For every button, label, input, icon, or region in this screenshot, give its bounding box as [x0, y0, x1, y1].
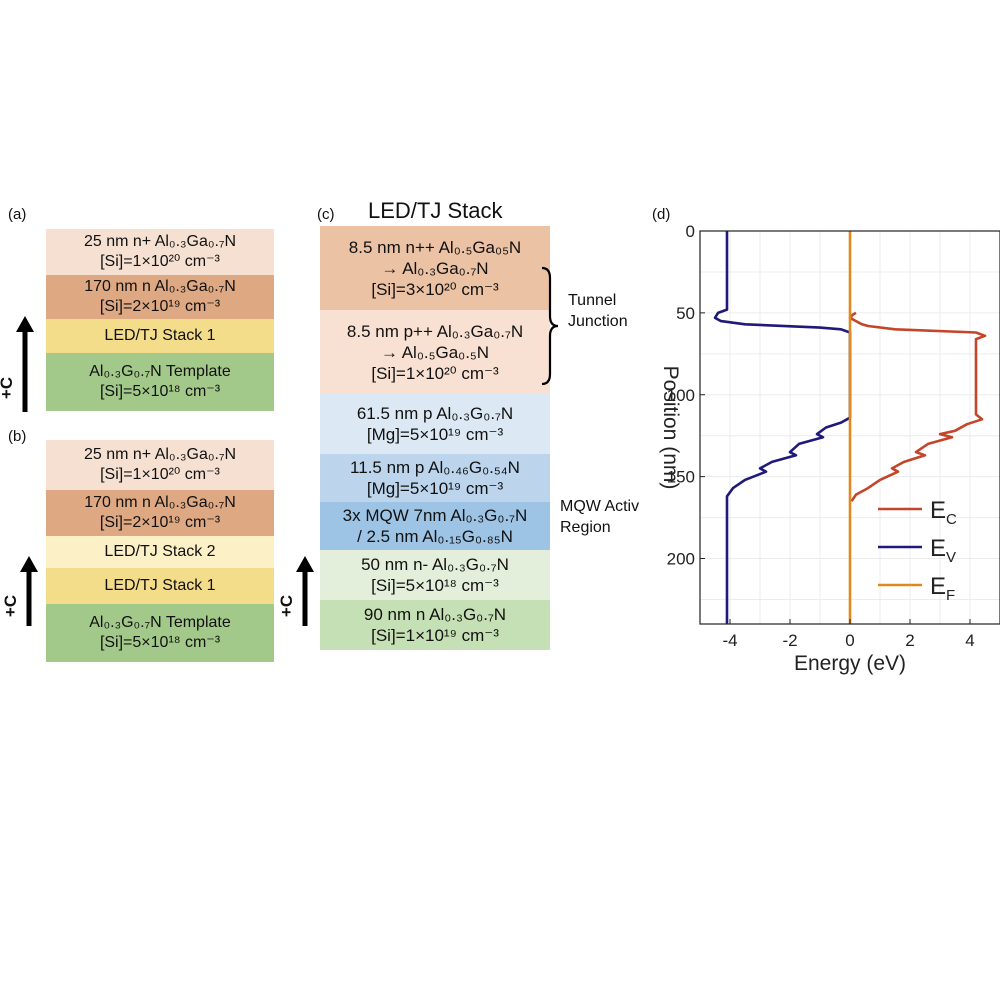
panel-a-growth-arrow	[16, 316, 34, 417]
layer-text-line2: [Mg]=5×10¹⁹ cm⁻³	[366, 479, 504, 498]
x-tick-label: -2	[782, 631, 797, 650]
x-tick-label: 2	[905, 631, 914, 650]
layer-text-line1: 50 nm n- Al₀.₃G₀.₇N	[361, 555, 509, 574]
panel-c-arrow-label: +C	[277, 594, 297, 618]
layer-text-line2: [Si]=1×10²⁰ cm⁻³	[100, 253, 220, 270]
panel-b-growth-arrow	[20, 556, 38, 631]
panel-a-arrow-label: +C	[0, 376, 17, 400]
layer-text-line2: / 2.5 nm Al₀.₁₅G₀.₈₅N	[357, 527, 513, 546]
layer-text-line1: 11.5 nm p Al₀.₄₆G₀.₅₄N	[350, 458, 520, 477]
panel-c-layer: 50 nm n- Al₀.₃G₀.₇N [Si]=5×10¹⁸ cm⁻³	[320, 550, 550, 600]
layer-text-line2: [Si]=5×10¹⁸ cm⁻³	[99, 634, 221, 651]
tunnel-label-line1: Tunnel	[568, 292, 617, 309]
y-tick-label: 50	[676, 304, 695, 323]
tunnel-junction-label: Tunnel Junction	[568, 290, 628, 332]
x-axis-label: Energy (eV)	[794, 652, 906, 675]
panel-c-growth-arrow	[296, 556, 314, 631]
panel-b-label: (b)	[8, 428, 27, 445]
layer-text-line1: LED/TJ Stack 2	[104, 543, 216, 560]
y-tick-label: 100	[667, 386, 695, 405]
layer-text-line2: [Si]=5×10¹⁸ cm⁻³	[99, 383, 221, 400]
mqw-region-label: MQW Activ Region	[560, 496, 639, 538]
legend-label: EV	[930, 535, 956, 566]
panel-c-layer: 61.5 nm p Al₀.₃G₀.₇N [Mg]=5×10¹⁹ cm⁻³	[320, 394, 550, 454]
x-tick-label: 4	[965, 631, 974, 650]
panel-a-layer: LED/TJ Stack 1	[46, 319, 274, 353]
layer-text-line1: 61.5 nm p Al₀.₃G₀.₇N	[356, 404, 514, 423]
panel-a-layer: 25 nm n+ Al₀.₃Ga₀.₇N [Si]=1×10²⁰ cm⁻³	[46, 229, 274, 275]
panel-b-layer: Al₀.₃G₀.₇N Template [Si]=5×10¹⁸ cm⁻³	[46, 604, 274, 662]
layer-text-line2: [Si]=5×10¹⁸ cm⁻³	[371, 576, 499, 595]
band-diagram-chart: -4 -2 0 2 4 0 50 100 150 200 Energy (eV) Position (…	[659, 222, 1000, 675]
layer-text-line1: 25 nm n+ Al₀.₃Ga₀.₇N	[83, 446, 237, 463]
panel-c-layer: 8.5 nm p++ Al₀.₃Ga₀.₇N → Al₀.₅Ga₀.₅N [Si]=…	[320, 310, 550, 394]
y-tick-label: 200	[667, 550, 695, 569]
panel-a-label: (a)	[8, 206, 27, 223]
mqw-label-line1: MQW Activ	[560, 498, 640, 515]
layer-text-line2: [Si]=1×10²⁰ cm⁻³	[100, 466, 220, 483]
panel-c-layer: 8.5 nm n++ Al₀.₅Ga₀₅N → Al₀.₃Ga₀.₇N [Si]=3…	[320, 226, 550, 310]
layer-text-line2: → Al₀.₅Ga₀.₅N	[380, 342, 490, 362]
panel-c-title: LED/TJ Stack	[368, 198, 503, 223]
series-line-V	[713, 231, 852, 624]
layer-text-line3: [Si]=1×10²⁰ cm⁻³	[371, 363, 499, 383]
layer-text-line1: 8.5 nm p++ Al₀.₃Ga₀.₇N	[346, 321, 524, 341]
panel-b-arrow-label: +C	[1, 594, 21, 618]
y-tick-label: 150	[667, 468, 695, 487]
y-axis-label: Position (nm)	[659, 366, 682, 490]
panel-c-layer: 11.5 nm p Al₀.₄₆G₀.₅₄N [Mg]=5×10¹⁹ cm⁻³	[320, 454, 550, 502]
series-line-C	[848, 311, 987, 502]
panel-c-label: (c)	[317, 206, 335, 223]
layer-text-line1: 170 nm n Al₀.₃Ga₀.₇N	[84, 278, 236, 295]
layer-text-line2: [Si]=1×10¹⁹ cm⁻³	[371, 626, 499, 645]
mqw-label-line2: Region	[560, 519, 611, 536]
panel-a-layer: 170 nm n Al₀.₃Ga₀.₇N [Si]=2×10¹⁹ cm⁻³	[46, 275, 274, 319]
panel-b-layer: 170 nm n Al₀.₃Ga₀.₇N [Si]=2×10¹⁹ cm⁻³	[46, 490, 274, 536]
panel-b-layer: LED/TJ Stack 2	[46, 536, 274, 568]
tunnel-label-line2: Junction	[568, 313, 628, 330]
panel-b-layer: LED/TJ Stack 1	[46, 568, 274, 604]
layer-text-line1: 170 nm n Al₀.₃Ga₀.₇N	[84, 494, 236, 511]
layer-text-line1: LED/TJ Stack 1	[104, 327, 216, 344]
panel-c-layer: 3x MQW 7nm Al₀.₃G₀.₇N / 2.5 nm Al₀.₁₅G₀.₈…	[320, 502, 550, 550]
layer-text-line1: 8.5 nm n++ Al₀.₅Ga₀₅N	[348, 237, 522, 257]
y-tick-label: 0	[686, 222, 695, 241]
legend-label: EC	[930, 497, 957, 528]
panel-c-layer: 90 nm n Al₀.₃G₀.₇N [Si]=1×10¹⁹ cm⁻³	[320, 600, 550, 650]
layer-text-line2: → Al₀.₃Ga₀.₇N	[381, 258, 489, 278]
layer-text-line3: [Si]=3×10²⁰ cm⁻³	[371, 279, 499, 299]
panel-b-layer: 25 nm n+ Al₀.₃Ga₀.₇N [Si]=1×10²⁰ cm⁻³	[46, 440, 274, 490]
layer-text-line1: Al₀.₃G₀.₇N Template	[89, 363, 231, 380]
layer-text-line1: Al₀.₃G₀.₇N Template	[89, 614, 231, 631]
x-tick-label: -4	[722, 631, 737, 650]
layer-text-line1: 25 nm n+ Al₀.₃Ga₀.₇N	[83, 233, 237, 250]
layer-text-line1: 3x MQW 7nm Al₀.₃G₀.₇N	[342, 506, 528, 525]
panel-a-layer: Al₀.₃G₀.₇N Template [Si]=5×10¹⁸ cm⁻³	[46, 353, 274, 411]
layer-text-line2: [Si]=2×10¹⁹ cm⁻³	[99, 298, 221, 315]
tunnel-junction-brace	[540, 266, 560, 391]
legend-label: EF	[930, 573, 955, 604]
layer-text-line2: [Mg]=5×10¹⁹ cm⁻³	[366, 425, 504, 444]
layer-text-line1: LED/TJ Stack 1	[104, 577, 216, 594]
layer-text-line2: [Si]=2×10¹⁹ cm⁻³	[99, 514, 221, 531]
layer-text-line1: 90 nm n Al₀.₃G₀.₇N	[363, 605, 507, 624]
panel-d-label: (d)	[652, 206, 671, 223]
x-tick-label: 0	[845, 631, 854, 650]
